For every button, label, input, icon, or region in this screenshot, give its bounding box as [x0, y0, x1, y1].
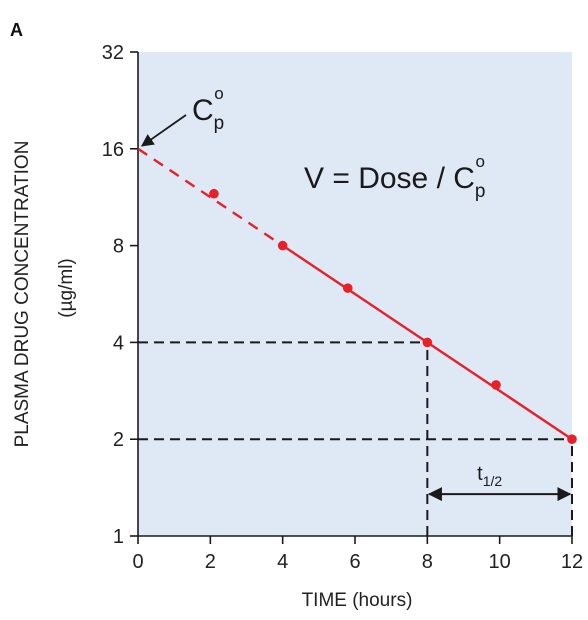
data-point [277, 240, 288, 251]
data-point [209, 188, 219, 199]
half-life-label: t1/2 [477, 463, 502, 489]
x-tick-label: 4 [277, 551, 288, 573]
x-tick-label: 12 [561, 551, 583, 573]
y-tick-label: 1 [113, 526, 124, 548]
x-tick-label: 10 [489, 551, 511, 573]
x-tick-label: 2 [205, 551, 216, 573]
y-axis-units: (µg/ml) [56, 258, 77, 318]
y-axis-title: PLASMA DRUG CONCENTRATION [12, 141, 33, 448]
intercept-arrow [140, 114, 187, 147]
x-tick-label: 6 [349, 551, 360, 573]
y-tick-label: 16 [102, 139, 124, 161]
panel-letter: A [10, 20, 23, 40]
intercept-label: Cpo [192, 84, 224, 134]
volume-equation: V = Dose / Cpo [304, 152, 486, 202]
y-tick-label: 2 [113, 429, 124, 451]
x-axis-title: TIME (hours) [302, 590, 413, 611]
x-tick-label: 8 [422, 551, 433, 573]
data-point [422, 337, 433, 348]
y-tick-label: 4 [113, 332, 124, 354]
x-tick-label: 0 [132, 551, 143, 573]
data-point [342, 283, 353, 293]
y-tick-label: 32 [102, 42, 124, 64]
y-tick-label: 8 [113, 236, 124, 258]
data-point [567, 434, 577, 445]
data-point [491, 380, 501, 390]
fit-line-extrapolated [137, 147, 284, 247]
